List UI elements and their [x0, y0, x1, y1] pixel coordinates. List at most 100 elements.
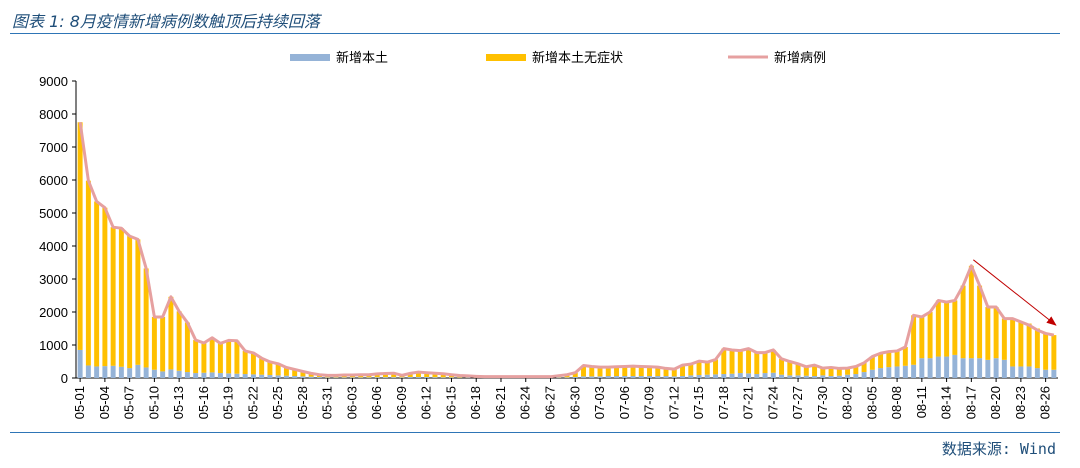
bar-local: [118, 366, 124, 378]
x-tick-label: 05-13: [171, 386, 186, 419]
bar-asymptomatic: [919, 316, 925, 359]
bar-local: [795, 375, 801, 378]
bar-asymptomatic: [721, 348, 727, 375]
x-tick-label: 07-21: [741, 386, 756, 419]
bar-asymptomatic: [77, 122, 83, 350]
legend-label-1: 新增本土无症状: [532, 50, 623, 66]
bar-local: [597, 376, 603, 378]
bar-local: [94, 366, 100, 378]
bar-local: [853, 374, 859, 378]
bar-asymptomatic: [226, 340, 232, 374]
bar-local: [283, 375, 289, 378]
x-tick-label: 05-28: [295, 386, 310, 419]
bar-asymptomatic: [1043, 333, 1049, 370]
bar-asymptomatic: [688, 364, 694, 376]
bar-local: [729, 373, 735, 378]
title-rule: [10, 33, 1060, 34]
bar-asymptomatic: [382, 373, 388, 378]
bar-asymptomatic: [102, 207, 108, 367]
bar-local: [259, 374, 265, 378]
bar-asymptomatic: [250, 352, 256, 375]
x-tick-label: 07-30: [815, 386, 830, 419]
bar-asymptomatic: [110, 227, 116, 366]
footer-rule: [10, 432, 1060, 433]
bar-asymptomatic: [193, 340, 199, 374]
x-tick-label: 08-26: [1038, 386, 1053, 419]
bar-local: [589, 376, 595, 378]
bar-asymptomatic: [391, 373, 397, 378]
legend-swatch-0: [290, 54, 330, 61]
bar-asymptomatic: [168, 296, 174, 370]
bar-local: [1001, 359, 1007, 378]
bar-local: [911, 364, 917, 378]
bar-asymptomatic: [160, 316, 166, 372]
bar-asymptomatic: [217, 343, 223, 374]
bar-local: [762, 373, 768, 378]
bar-asymptomatic: [581, 365, 586, 377]
bar-asymptomatic: [902, 346, 908, 366]
bar-local: [1051, 369, 1057, 378]
legend-swatch-1: [486, 54, 526, 61]
bar-local: [572, 377, 578, 378]
x-tick-label: 06-09: [394, 386, 409, 419]
bar-asymptomatic: [1034, 328, 1040, 369]
bar-asymptomatic: [985, 307, 991, 360]
chart-title: 图表 1: 8月疫情新增病例数触顶后持续回落: [12, 12, 320, 31]
bar-asymptomatic: [1001, 318, 1007, 360]
bar-asymptomatic: [853, 366, 859, 375]
bar-asymptomatic: [242, 350, 248, 375]
bar-local: [820, 375, 826, 378]
bar-local: [316, 377, 322, 378]
x-tick-label: 06-24: [518, 386, 533, 419]
bar-asymptomatic: [605, 367, 611, 377]
bar-local: [803, 375, 809, 378]
x-tick-label: 08-14: [939, 386, 954, 419]
bar-local: [812, 376, 818, 378]
bar-asymptomatic: [1051, 335, 1057, 370]
bar-asymptomatic: [746, 348, 752, 374]
bar-local: [985, 359, 991, 378]
bar-asymptomatic: [201, 343, 207, 373]
bar-local: [143, 367, 149, 378]
y-axis: 0 1000 2000 3000 4000 5000 6000 7000 8000 9000: [39, 74, 77, 386]
bar-asymptomatic: [911, 315, 917, 365]
bar-local: [878, 368, 884, 378]
x-tick-label: 08-17: [963, 386, 978, 419]
bar-asymptomatic: [407, 373, 413, 378]
bar-local: [605, 376, 611, 378]
bar-asymptomatic: [845, 368, 851, 375]
bar-asymptomatic: [795, 363, 801, 376]
bar-local: [845, 374, 851, 378]
y-tick-label: 8000: [39, 107, 68, 122]
bar-local: [696, 375, 702, 378]
bar-local: [382, 377, 388, 378]
bar-asymptomatic: [300, 371, 306, 377]
x-tick-label: 06-27: [542, 386, 557, 419]
arrow-line: [973, 259, 1057, 326]
bar-local: [688, 375, 694, 378]
bar-local: [737, 373, 743, 378]
bar-local: [704, 374, 710, 378]
bar-asymptomatic: [713, 359, 719, 375]
bar-asymptomatic: [952, 300, 958, 355]
bar-local: [1043, 369, 1049, 378]
bar-asymptomatic: [597, 367, 603, 377]
bar-asymptomatic: [737, 350, 743, 374]
y-tick-label: 7000: [39, 140, 68, 155]
bar-asymptomatic: [836, 368, 842, 376]
bar-local: [275, 375, 281, 378]
bar-asymptomatic: [374, 373, 380, 378]
bar-local: [366, 377, 372, 378]
bar-local: [671, 376, 677, 378]
bar-local: [614, 376, 619, 378]
bar-local: [935, 356, 941, 378]
bar-asymptomatic: [1018, 321, 1024, 367]
bar-local: [184, 372, 190, 378]
bar-local: [358, 377, 364, 378]
bar-local: [581, 376, 586, 378]
y-tick-label: 2000: [39, 305, 68, 320]
bar-asymptomatic: [572, 372, 578, 378]
bar-local: [944, 356, 950, 378]
bar-local: [746, 373, 752, 378]
bar-local: [267, 375, 273, 378]
